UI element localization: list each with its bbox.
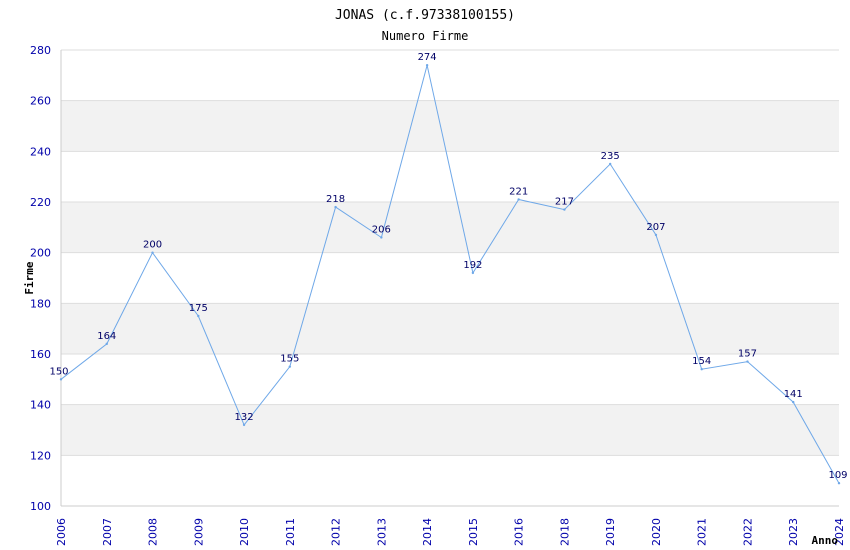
data-label: 206: [372, 224, 391, 235]
x-tick-labels: 2006 2007 2008 2009 2010 2011 2012 2013 2014 2015…: [55, 518, 846, 546]
y-tick-label: 200: [30, 247, 51, 260]
x-tick-label: 2011: [284, 518, 297, 546]
y-tick-label: 160: [30, 348, 51, 361]
x-tick-label: 2006: [55, 518, 68, 546]
x-tick-label: 2016: [513, 518, 526, 546]
series-line: [60, 65, 840, 484]
data-labels: 150 164 200 175 132 155 218 206 274 192 221 217 235 2…: [49, 52, 848, 485]
x-tick-label: 2010: [238, 518, 251, 546]
background-band: [61, 100, 839, 152]
data-label: 192: [463, 260, 482, 271]
data-label: 274: [418, 52, 437, 63]
data-point: [425, 63, 429, 67]
y-tick-labels: 100 120 140 160 180 200 220 240 260 280: [30, 44, 51, 513]
y-tick-label: 260: [30, 95, 51, 108]
data-label: 154: [692, 356, 711, 367]
x-tick-label: 2015: [467, 518, 480, 546]
background-bands: [61, 100, 839, 456]
data-label: 109: [828, 470, 847, 481]
chart-subtitle: Numero Firme: [382, 29, 469, 43]
y-axis-label: Firme: [23, 261, 36, 294]
data-label: 200: [143, 240, 162, 251]
data-label: 217: [555, 197, 574, 208]
data-point: [242, 423, 246, 427]
background-band: [61, 303, 839, 354]
data-point: [563, 208, 566, 211]
x-tick-label: 2007: [101, 518, 114, 546]
data-label: 218: [326, 194, 345, 205]
data-label: 164: [97, 331, 116, 342]
data-label: 157: [738, 349, 757, 360]
x-tick-label: 2012: [330, 518, 343, 546]
data-point: [792, 400, 795, 404]
x-tick-label: 2022: [741, 518, 754, 546]
x-tick-label: 2014: [421, 518, 434, 546]
gridlines: [61, 49, 839, 507]
data-label: 175: [189, 303, 208, 314]
data-point: [380, 236, 383, 239]
x-tick-label: 2021: [696, 518, 709, 546]
y-tick-label: 100: [30, 500, 51, 513]
data-point: [197, 314, 200, 318]
background-band: [61, 404, 839, 456]
data-point: [59, 378, 63, 381]
data-point: [654, 233, 658, 237]
data-point: [471, 271, 475, 275]
y-tick-label: 120: [30, 449, 51, 462]
data-label: 150: [49, 366, 68, 377]
x-tick-label: 2008: [147, 518, 160, 546]
data-point: [700, 368, 703, 371]
data-label: 155: [280, 354, 299, 365]
y-tick-label: 240: [30, 145, 51, 158]
data-point: [151, 251, 154, 254]
x-axis-label: Anno: [812, 534, 839, 547]
data-point: [334, 205, 337, 209]
data-point: [288, 365, 292, 368]
y-tick-label: 220: [30, 196, 51, 209]
x-tick-label: 2009: [192, 518, 205, 546]
x-tick-label: 2019: [604, 518, 617, 546]
x-tick-label: 2018: [558, 518, 571, 546]
data-label: 207: [646, 222, 665, 233]
background-band: [61, 202, 839, 253]
x-tick-label: 2024: [833, 518, 846, 546]
y-tick-label: 280: [30, 44, 51, 57]
chart-title: JONAS (c.f.97338100155): [335, 8, 515, 23]
x-tick-label: 2023: [787, 518, 800, 546]
x-tick-label: 2013: [375, 518, 388, 546]
data-point: [837, 482, 841, 485]
x-tick-label: 2020: [650, 518, 663, 546]
data-point: [608, 162, 612, 166]
y-tick-label: 140: [30, 399, 51, 412]
data-label: 221: [509, 186, 528, 197]
data-label: 132: [235, 412, 254, 423]
data-point: [746, 360, 749, 363]
data-point: [105, 342, 108, 346]
data-label: 141: [784, 389, 803, 400]
data-point: [517, 198, 520, 201]
data-label: 235: [601, 151, 620, 162]
y-tick-label: 180: [30, 297, 51, 310]
